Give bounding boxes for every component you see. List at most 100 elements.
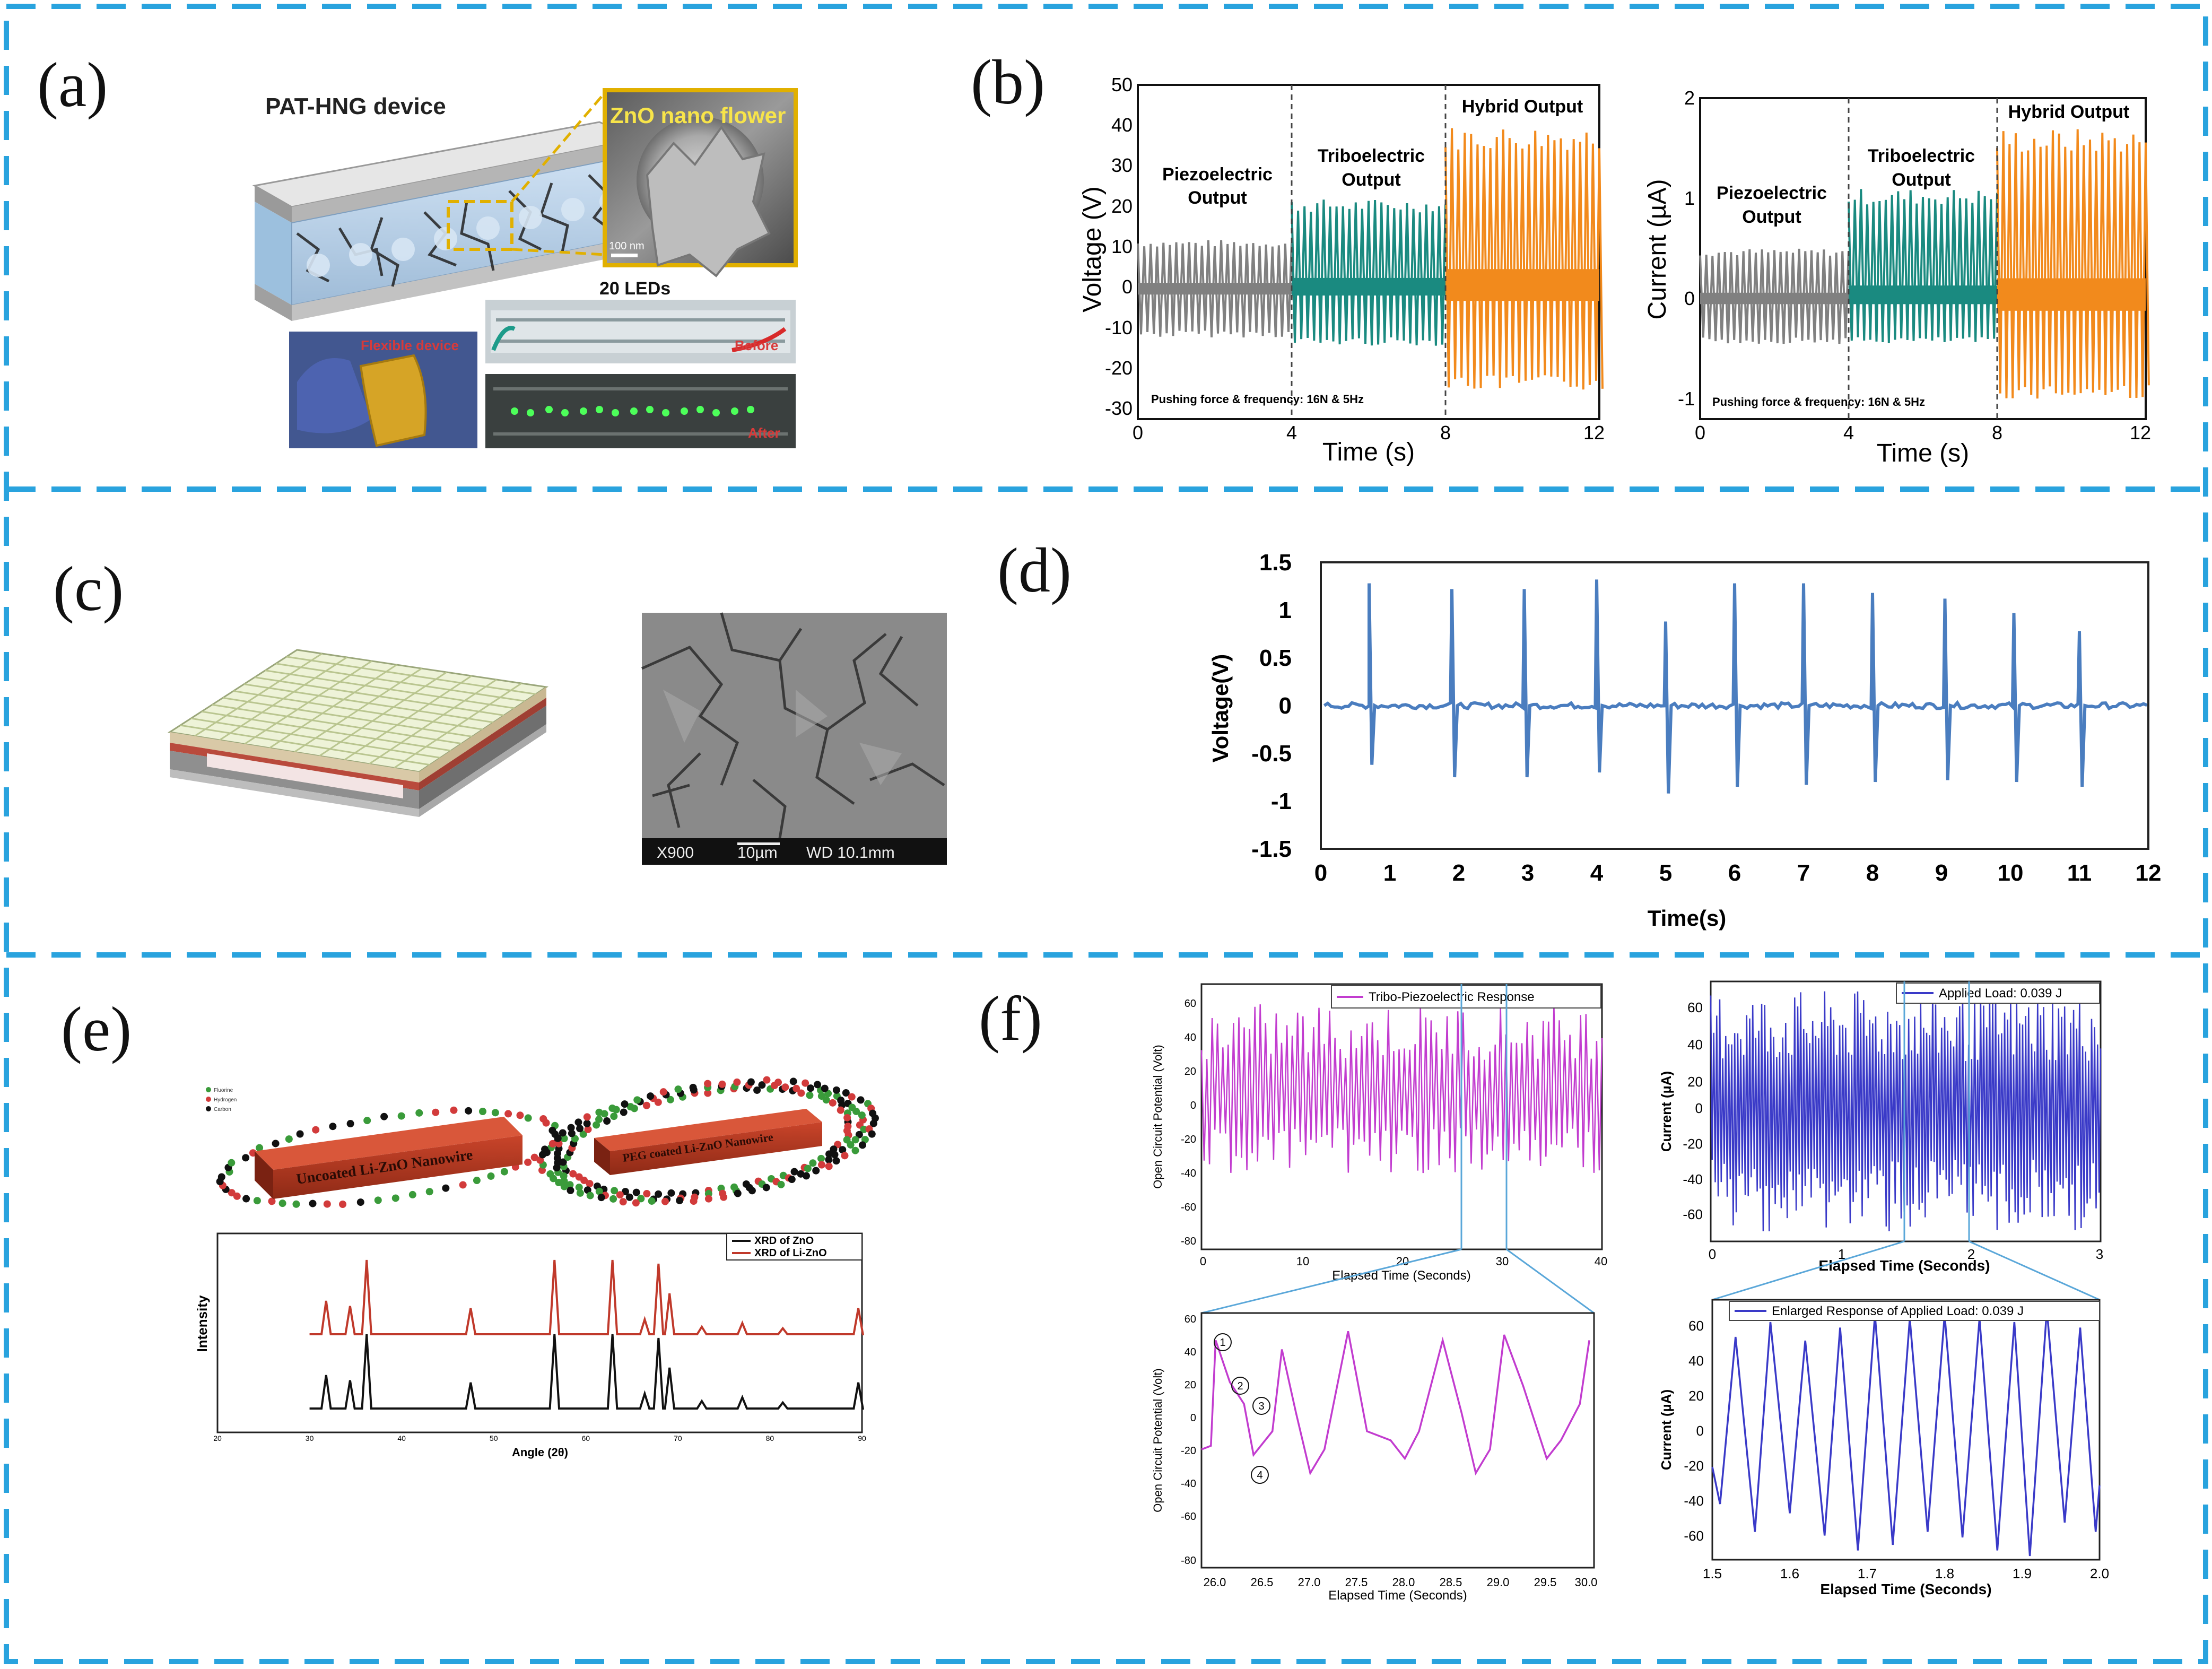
- ftl-ytick-1: 40: [1185, 1032, 1196, 1044]
- molecule-dot: [748, 1187, 756, 1195]
- c-grid-line: [394, 682, 522, 769]
- molecule-dot: [642, 1101, 650, 1109]
- ftr-xtick-2: 2: [1967, 1246, 1975, 1262]
- bv-ytick-2: 30: [1111, 154, 1133, 176]
- panel-f: (f) Tribo-Piezoelectric Response 60 40 2…: [979, 980, 2109, 1603]
- f-tl-ylabel: Open Circuit Potential (Volt): [1151, 1045, 1164, 1188]
- atom-legend: Fluorine Hydrogen Carbon: [206, 1087, 237, 1112]
- molecule-dot: [569, 1170, 577, 1178]
- molecule-dot: [852, 1107, 860, 1115]
- bc-seg-label-2: Hybrid Output: [2008, 102, 2130, 122]
- molecule-dot: [858, 1111, 866, 1119]
- bv-ylabel: Voltage (V): [1078, 186, 1107, 312]
- ftl-ytick-6: -60: [1181, 1202, 1196, 1213]
- c-grid-line: [344, 675, 472, 761]
- ftr-xtick-0: 0: [1709, 1246, 1716, 1262]
- d-xtick-5: 5: [1659, 860, 1672, 886]
- molecule-dot: [858, 1141, 866, 1149]
- molecule-dot: [855, 1131, 863, 1138]
- molecule-dot: [478, 1107, 486, 1115]
- fbr-ytick-4: -20: [1684, 1458, 1704, 1474]
- ftr-ytick-6: -60: [1683, 1206, 1703, 1222]
- molecule-dot: [296, 1130, 304, 1138]
- ftr-series-line: [1710, 991, 2102, 1231]
- fbl-xtick-6: 29.0: [1487, 1576, 1510, 1589]
- fbr-xtick-3: 1.8: [1935, 1566, 1954, 1581]
- molecule-dot: [809, 1159, 817, 1167]
- molecule-dot: [720, 1193, 728, 1201]
- ftr-ytick-0: 60: [1687, 999, 1703, 1015]
- f-br-legend: Enlarged Response of Applied Load: 0.039…: [1772, 1304, 2024, 1318]
- molecule-dot: [329, 1123, 337, 1131]
- molecule-dot: [356, 1198, 364, 1206]
- d-voltage-series: [1323, 579, 2148, 794]
- molecule-dot: [559, 1158, 567, 1166]
- ftl-ytick-2: 20: [1185, 1066, 1196, 1077]
- device-schematic: [252, 92, 639, 321]
- fbr-ytick-3: 0: [1696, 1423, 1704, 1439]
- bv-ytick-4: 10: [1111, 236, 1133, 257]
- zno-sem-image: ZnO nano flower 100 nm: [603, 88, 798, 277]
- molecule-dot: [397, 1112, 405, 1120]
- sem-mag: X900: [657, 844, 694, 862]
- bv-ytick-3: 20: [1111, 195, 1133, 217]
- device-title: PAT-HNG device: [265, 93, 446, 119]
- molecule-dot: [837, 1097, 845, 1105]
- f-bl-series: [1201, 1331, 1590, 1476]
- molecule-dot: [621, 1100, 629, 1108]
- molecule-dot: [524, 1158, 532, 1166]
- molecule-dot: [861, 1136, 869, 1144]
- molecule-dot: [655, 1190, 663, 1198]
- molecule-dot: [593, 1121, 600, 1129]
- bl-marker-3: 3: [1258, 1401, 1264, 1412]
- fbr-xtick-0: 1.5: [1703, 1566, 1722, 1581]
- molecule-dot: [233, 1192, 241, 1200]
- e-legend: XRD of ZnO XRD of Li-ZnO: [726, 1233, 863, 1261]
- molecule-dot: [285, 1135, 293, 1143]
- molecule-dot: [586, 1192, 594, 1199]
- molecule-dot: [575, 1184, 583, 1192]
- molecule-dot: [554, 1134, 562, 1142]
- molecule-dot: [576, 1189, 584, 1197]
- molecule-dot: [842, 1089, 850, 1097]
- molecule-dot: [542, 1119, 550, 1127]
- f-tr-series: [1710, 991, 2102, 1231]
- fbr-series-line: [1711, 1309, 2101, 1557]
- d-ytick-3: 0: [1279, 693, 1292, 719]
- f-bottom-right-plot: Enlarged Response of Applied Load: 0.039…: [1658, 1299, 2109, 1597]
- coated-nanowire: PEG coated Li-ZnO Nanowire: [594, 1109, 822, 1175]
- f-bl-ylabel: Open Circuit Potential (Volt): [1151, 1368, 1164, 1512]
- molecule-dot: [648, 1197, 656, 1205]
- molecule-dot: [595, 1108, 603, 1116]
- molecule-dot: [851, 1146, 859, 1154]
- molecule-dot: [253, 1197, 261, 1205]
- fbl-ytick-1: 40: [1185, 1346, 1196, 1358]
- bl-marker-4: 4: [1257, 1470, 1262, 1481]
- molecule-dot: [763, 1076, 771, 1084]
- molecule-dot: [560, 1134, 568, 1142]
- bc-note: Pushing force & frequency: 16N & 5Hz: [1712, 395, 1925, 408]
- molecule-dot: [825, 1150, 833, 1158]
- molecule-dot: [790, 1168, 798, 1176]
- e-xlabel: Angle (2θ): [512, 1446, 568, 1459]
- b-segment-band-2: [1997, 278, 2146, 311]
- molecule-dot: [674, 1085, 682, 1093]
- fbr-xtick-5: 2.0: [2090, 1566, 2109, 1581]
- molecule-dot: [825, 1156, 833, 1164]
- molecule-dot: [704, 1190, 712, 1198]
- molecule-dot: [804, 1164, 812, 1172]
- molecule-dot: [560, 1183, 568, 1190]
- bv-seg-label-0: Piezoelectric Output: [1162, 164, 1273, 208]
- b-segment-1: [1848, 189, 2001, 344]
- leds-title: 20 LEDs: [599, 279, 670, 299]
- d-voltage-line: [1323, 579, 2148, 794]
- molecule-dot: [584, 1125, 592, 1133]
- f-br-xlabel: Elapsed Time (Seconds): [1820, 1581, 1991, 1597]
- molecule-dot: [504, 1110, 512, 1118]
- e-xrd-line-1: [309, 1259, 865, 1335]
- molecule-dot: [802, 1079, 809, 1087]
- bc-xtick-1: 4: [1843, 422, 1854, 444]
- bv-xtick-1: 4: [1286, 422, 1297, 444]
- panel-e-label: (e): [61, 994, 132, 1064]
- bc-ytick-3: -1: [1678, 388, 1695, 410]
